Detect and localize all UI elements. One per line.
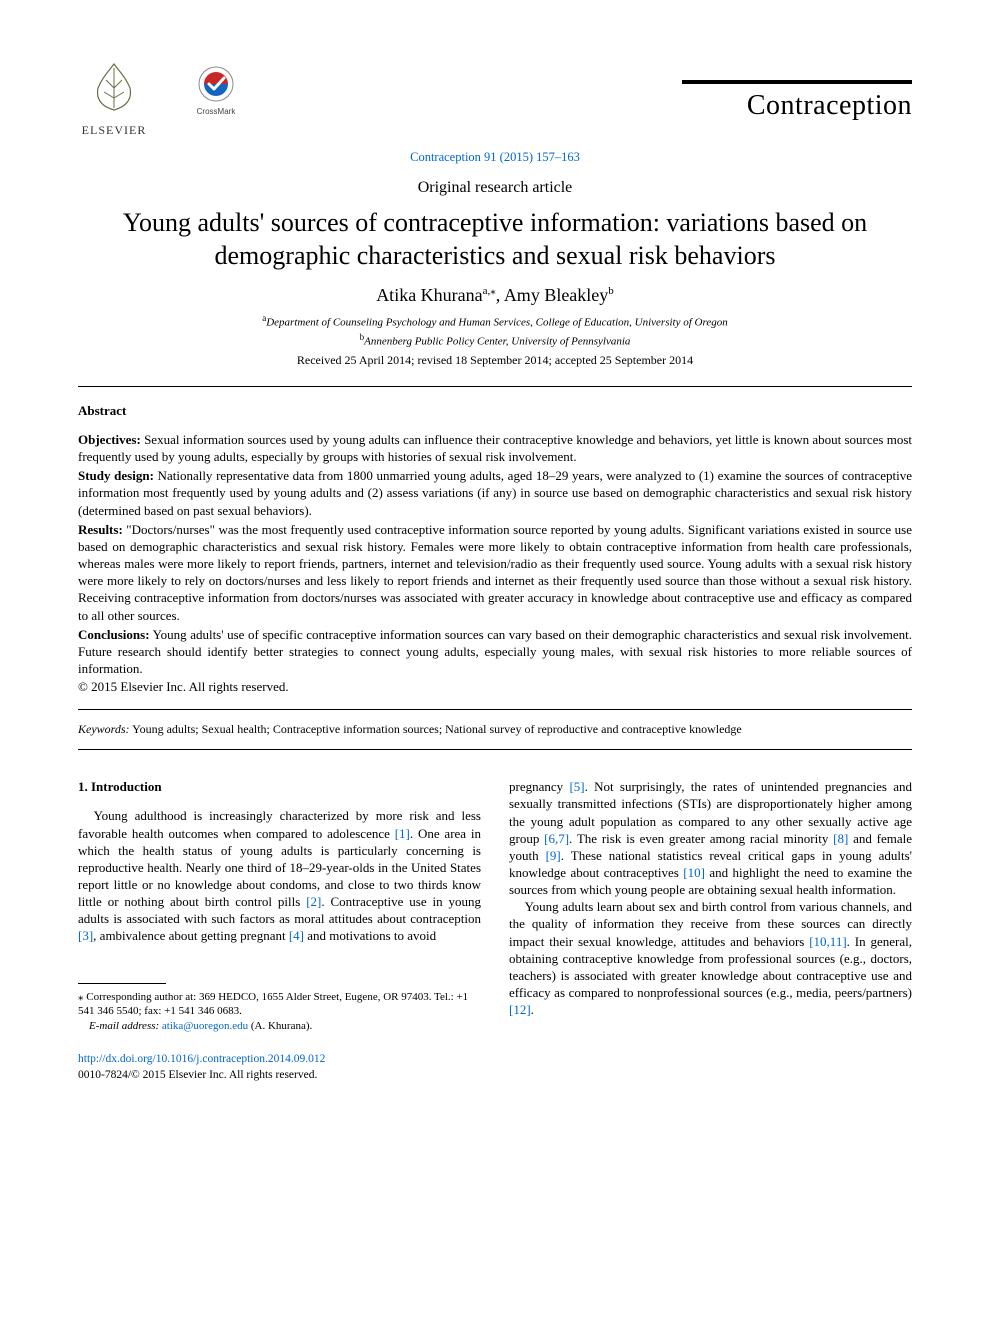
affiliation-a: Department of Counseling Psychology and … <box>266 317 728 329</box>
corresponding-author-footnote: ⁎ Corresponding author at: 369 HEDCO, 16… <box>78 990 481 1020</box>
doi-block: http://dx.doi.org/10.1016/j.contraceptio… <box>78 1052 481 1083</box>
design-text: Nationally representative data from 1800… <box>78 468 912 517</box>
text-span: and motivations to avoid <box>304 928 436 943</box>
affiliation-b: Annenberg Public Policy Center, Universi… <box>364 335 630 347</box>
ref-link-2[interactable]: [2] <box>306 894 321 909</box>
elsevier-logo-icon: ELSEVIER <box>78 58 150 140</box>
intro-heading: 1. Introduction <box>78 778 481 795</box>
conclusions-label: Conclusions: <box>78 627 150 642</box>
article-title: Young adults' sources of contraceptive i… <box>78 207 912 272</box>
author-1: Atika Khurana <box>376 285 482 305</box>
abstract-results: Results: "Doctors/nurses" was the most f… <box>78 521 912 624</box>
ref-link-6-7[interactable]: [6,7] <box>544 831 569 846</box>
svg-text:CrossMark: CrossMark <box>197 107 237 116</box>
text-span: . <box>531 1002 534 1017</box>
text-span: pregnancy <box>509 779 569 794</box>
design-label: Study design: <box>78 468 154 483</box>
author-list: Atika Khuranaa,⁎, Amy Bleakleyb <box>78 284 912 306</box>
ref-link-1[interactable]: [1] <box>395 826 410 841</box>
email-suffix: (A. Khurana). <box>248 1020 312 1032</box>
ref-link-10-11[interactable]: [10,11] <box>809 934 846 949</box>
results-text: "Doctors/nurses" was the most frequently… <box>78 522 912 623</box>
rule-mid-1 <box>78 709 912 710</box>
article-dates: Received 25 April 2014; revised 18 Septe… <box>78 353 912 368</box>
keywords-row: Keywords: Young adults; Sexual health; C… <box>78 722 912 737</box>
ref-link-12[interactable]: [12] <box>509 1002 531 1017</box>
ref-link-3[interactable]: [3] <box>78 928 93 943</box>
footnote-separator <box>78 983 166 984</box>
affiliations: aDepartment of Counseling Psychology and… <box>78 312 912 349</box>
publisher-logos: ELSEVIER CrossMark <box>78 58 240 140</box>
text-span: , ambivalence about getting pregnant <box>93 928 289 943</box>
abstract-section: Abstract Objectives: Sexual information … <box>78 403 912 695</box>
conclusions-text: Young adults' use of specific contracept… <box>78 627 912 676</box>
text-span: . The risk is even greater among racial … <box>569 831 833 846</box>
rule-top <box>78 386 912 387</box>
abstract-copyright: © 2015 Elsevier Inc. All rights reserved… <box>78 679 912 695</box>
results-label: Results: <box>78 522 123 537</box>
crossmark-icon[interactable]: CrossMark <box>192 64 240 122</box>
objectives-label: Objectives: <box>78 432 141 447</box>
author-1-affil-sup: a,⁎ <box>483 285 496 297</box>
rule-mid-2 <box>78 749 912 750</box>
author-email-link[interactable]: atika@uoregon.edu <box>162 1020 248 1032</box>
column-left: 1. Introduction Young adulthood is incre… <box>78 778 481 1083</box>
column-right: pregnancy [5]. Not surprisingly, the rat… <box>509 778 912 1083</box>
keywords-text: Young adults; Sexual health; Contracepti… <box>130 722 742 736</box>
intro-para-1: Young adulthood is increasingly characte… <box>78 807 481 944</box>
ref-link-10[interactable]: [10] <box>683 865 705 880</box>
svg-text:ELSEVIER: ELSEVIER <box>82 123 147 137</box>
ref-link-8[interactable]: [8] <box>833 831 848 846</box>
abstract-conclusions: Conclusions: Young adults' use of specif… <box>78 626 912 677</box>
email-label: E-mail address: <box>89 1020 159 1032</box>
objectives-text: Sexual information sources used by young… <box>78 432 912 464</box>
ref-link-5[interactable]: [5] <box>569 779 584 794</box>
ref-link-9[interactable]: [9] <box>546 848 561 863</box>
body-two-column: 1. Introduction Young adulthood is incre… <box>78 778 912 1083</box>
page-header: ELSEVIER CrossMark Contraception <box>78 58 912 140</box>
intro-para-2: Young adults learn about sex and birth c… <box>509 898 912 1018</box>
ref-link-4[interactable]: [4] <box>289 928 304 943</box>
issn-copyright: 0010-7824/© 2015 Elsevier Inc. All right… <box>78 1068 481 1084</box>
citation-line[interactable]: Contraception 91 (2015) 157–163 <box>78 150 912 165</box>
email-footnote: E-mail address: atika@uoregon.edu (A. Kh… <box>78 1019 481 1034</box>
abstract-heading: Abstract <box>78 403 912 419</box>
article-type: Original research article <box>78 179 912 197</box>
abstract-objectives: Objectives: Sexual information sources u… <box>78 431 912 465</box>
journal-name: Contraception <box>682 90 912 122</box>
keywords-label: Keywords: <box>78 722 130 736</box>
journal-masthead: Contraception <box>682 80 912 122</box>
abstract-design: Study design: Nationally representative … <box>78 467 912 518</box>
author-2: Amy Bleakley <box>504 285 608 305</box>
doi-link[interactable]: http://dx.doi.org/10.1016/j.contraceptio… <box>78 1052 481 1068</box>
intro-para-1-cont: pregnancy [5]. Not surprisingly, the rat… <box>509 778 912 898</box>
author-2-affil-sup: b <box>608 285 614 297</box>
